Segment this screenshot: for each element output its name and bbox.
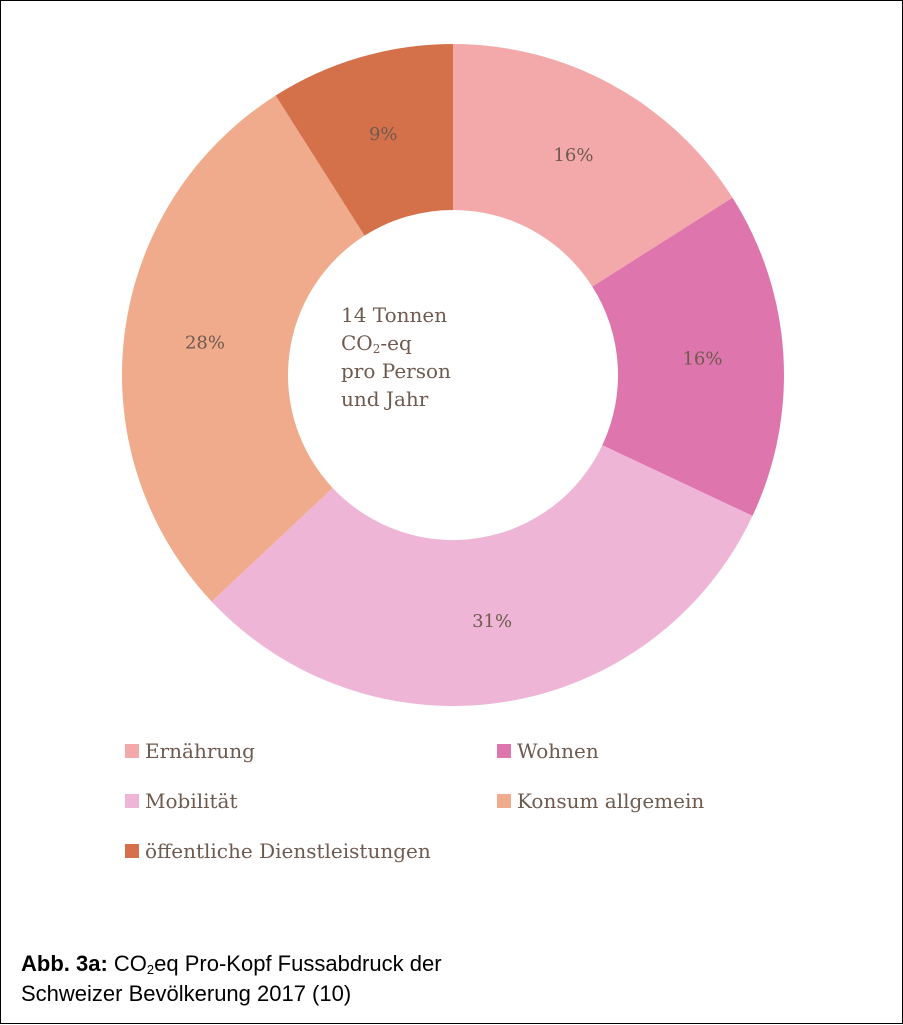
legend-label: Mobilität [145, 789, 238, 813]
slice-label-0: 16% [553, 145, 593, 166]
caption-prefix: Abb. 3a: [21, 951, 108, 976]
slice-0 [453, 44, 733, 287]
center-line-2: CO2-eq [341, 331, 412, 356]
legend-item-konsum: Konsum allgemein [497, 789, 704, 813]
donut-center-text: 14 Tonnen CO2-eq pro Person und Jahr [341, 301, 541, 413]
legend-item-wohnen: Wohnen [497, 739, 599, 763]
slice-label-2: 31% [472, 611, 512, 632]
center-line-4: und Jahr [341, 387, 429, 411]
legend-swatch [125, 844, 139, 858]
center-line-1: 14 Tonnen [341, 303, 448, 327]
legend-label: Wohnen [517, 739, 599, 763]
legend-label: Ernährung [145, 739, 255, 763]
slice-label-1: 16% [682, 348, 722, 369]
caption-line-2: Schweizer Bevölkerung 2017 (10) [21, 981, 352, 1006]
slice-label-4: 9% [369, 124, 398, 145]
legend-swatch [497, 794, 511, 808]
slice-1 [592, 197, 784, 516]
legend-item-mobilitaet: Mobilität [125, 789, 238, 813]
legend-swatch [125, 794, 139, 808]
legend-swatch [125, 744, 139, 758]
legend-item-ernaehrung: Ernährung [125, 739, 255, 763]
caption-line-1: Abb. 3a: CO2eq Pro-Kopf Fussabdruck der [21, 951, 442, 977]
slice-2 [211, 445, 753, 706]
center-line-3: pro Person [341, 359, 451, 383]
slice-label-3: 28% [185, 333, 225, 354]
legend-item-oeffentliche: öffentliche Dienstleistungen [125, 839, 431, 863]
legend-label: Konsum allgemein [517, 789, 705, 813]
figure-caption: Abb. 3a: CO2eq Pro-Kopf Fussabdruck der … [21, 949, 721, 1009]
slice-4 [275, 44, 453, 236]
legend-swatch [497, 744, 511, 758]
slice-3 [121, 95, 365, 602]
legend-label: öffentliche Dienstleistungen [145, 839, 431, 863]
